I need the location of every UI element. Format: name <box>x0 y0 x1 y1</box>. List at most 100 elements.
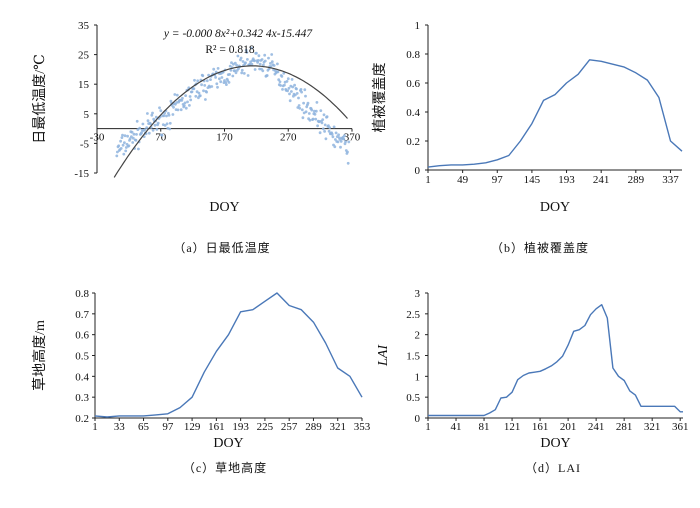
y-tick-label: 0.5 <box>75 351 89 363</box>
data-point <box>278 80 282 84</box>
data-point <box>231 74 235 78</box>
data-point <box>230 61 233 65</box>
data-point <box>235 63 239 67</box>
data-point <box>290 90 293 93</box>
y-tick-label: 0.7 <box>75 309 89 321</box>
chart-panel-b: 0 0.2 0.4 0.6 0.8 1 1 49 97 145 193 241 289 337 DOY 植被覆… <box>372 20 683 255</box>
x-tick-label: 370 <box>344 132 361 144</box>
data-point <box>154 115 158 119</box>
x-tick-label: 161 <box>532 421 549 433</box>
y-tick-label: 5 <box>84 109 90 121</box>
data-point <box>342 137 346 141</box>
data-point <box>313 112 317 116</box>
data-point <box>258 62 262 66</box>
data-point <box>152 117 156 121</box>
data-point <box>205 90 209 94</box>
x-tick-label: 270 <box>280 132 297 144</box>
data-point <box>190 90 194 94</box>
fit-equation: y = -0.000 8x²+0.342 4x-15.447 <box>163 28 314 40</box>
data-point <box>183 101 187 105</box>
data-point <box>333 145 337 149</box>
series-line <box>427 59 683 168</box>
data-point <box>304 94 307 98</box>
data-point <box>119 139 122 143</box>
x-tick-label: 33 <box>114 421 126 433</box>
y-tick-label: 2 <box>415 330 421 342</box>
data-point <box>290 78 294 81</box>
x-tick-label: 361 <box>672 421 689 433</box>
data-point <box>262 63 265 67</box>
data-point <box>163 124 167 127</box>
data-point <box>143 128 147 132</box>
series-line <box>94 292 363 418</box>
data-point <box>291 85 295 89</box>
data-point <box>115 154 119 158</box>
data-point <box>205 79 209 83</box>
data-point <box>288 99 292 103</box>
y-tick-label: 0.6 <box>75 330 89 342</box>
data-point <box>315 101 319 104</box>
data-point <box>194 94 198 98</box>
x-tick-label: 321 <box>329 421 346 433</box>
data-point <box>223 79 226 82</box>
data-point <box>260 58 264 61</box>
y-axis-label: 日最低温度/℃ <box>32 54 48 144</box>
data-point <box>297 104 301 107</box>
data-point <box>343 134 346 138</box>
x-tick-label: 337 <box>662 174 679 186</box>
y-axis-label: LAI <box>376 344 391 367</box>
data-point <box>126 134 129 138</box>
data-point <box>167 113 171 117</box>
data-point <box>293 93 297 97</box>
data-point <box>200 83 204 87</box>
x-tick-label: 70 <box>155 132 167 144</box>
y-tick-label: 0.8 <box>406 49 420 61</box>
r-squared-label: R² = 0.818 <box>205 44 254 56</box>
data-point <box>281 88 284 91</box>
data-point <box>325 115 329 119</box>
x-tick-label: 97 <box>162 421 174 433</box>
data-point <box>146 112 149 115</box>
data-point <box>202 89 205 93</box>
data-point <box>246 74 250 77</box>
data-point <box>173 93 177 96</box>
data-point <box>250 62 254 66</box>
data-point <box>277 78 281 82</box>
series-line <box>428 304 683 417</box>
x-tick-label: 1 <box>425 174 431 186</box>
fit-curve <box>113 65 348 178</box>
data-point <box>282 71 286 75</box>
data-point <box>184 94 188 97</box>
data-point <box>180 99 184 102</box>
data-point <box>314 117 318 121</box>
data-point <box>171 113 175 116</box>
x-axis-label: DOY <box>540 200 570 215</box>
data-point <box>188 104 191 107</box>
data-point <box>276 62 279 66</box>
data-point <box>163 111 167 115</box>
data-point <box>136 128 140 132</box>
data-point <box>319 109 323 112</box>
data-point <box>162 114 166 118</box>
data-point <box>300 90 303 94</box>
panel-caption: （c）草地高度 <box>183 460 267 475</box>
y-tick-label: -15 <box>74 168 89 180</box>
data-point <box>123 134 127 138</box>
data-point <box>321 127 325 131</box>
data-point <box>293 83 296 87</box>
x-tick-label: 41 <box>451 421 462 433</box>
panel-caption: （a）日最低温度 <box>173 240 270 255</box>
data-point <box>288 92 291 96</box>
x-tick-label: 193 <box>232 421 249 433</box>
data-point <box>321 118 325 121</box>
y-tick-label: 1 <box>415 20 421 32</box>
data-point <box>155 127 159 131</box>
data-point <box>212 67 216 71</box>
data-point <box>265 74 269 77</box>
x-tick-label: 193 <box>558 174 575 186</box>
x-tick-label: 1 <box>92 421 98 433</box>
data-point <box>134 138 138 142</box>
data-point <box>172 105 175 109</box>
data-point <box>263 53 267 57</box>
